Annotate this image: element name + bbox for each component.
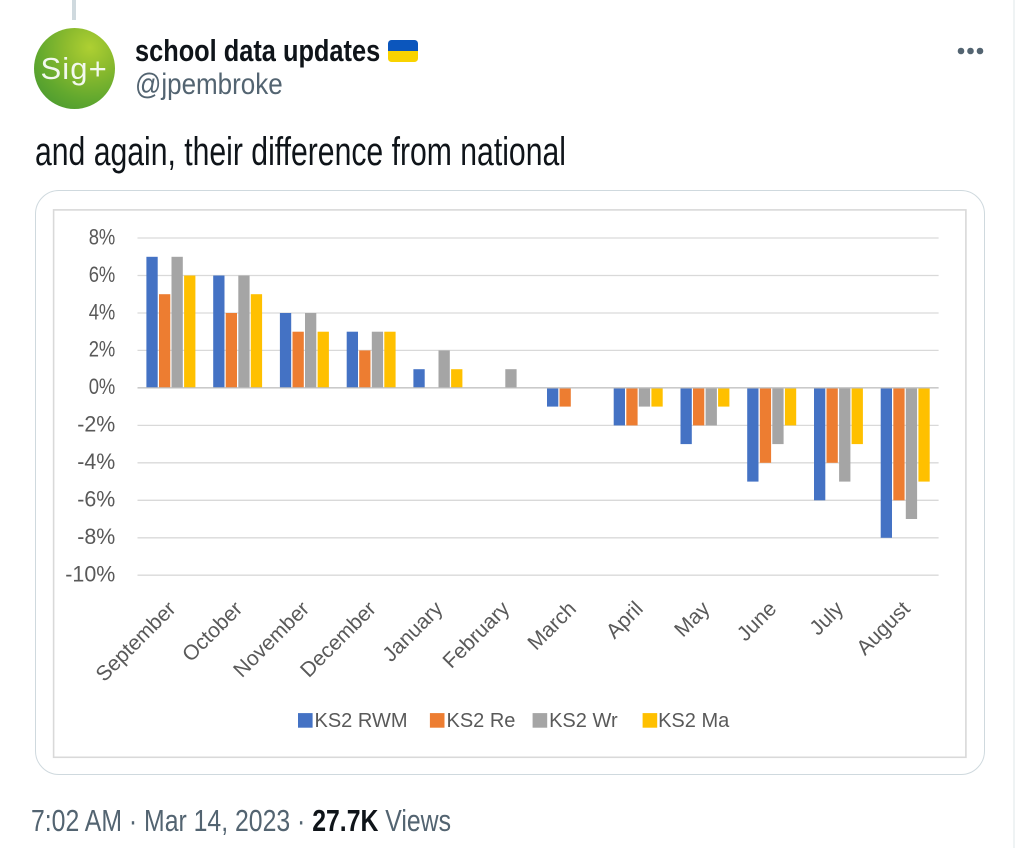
svg-text:4%: 4%	[88, 299, 115, 324]
svg-text:-4%: -4%	[77, 449, 115, 474]
svg-text:-2%: -2%	[77, 412, 115, 437]
svg-text:-10%: -10%	[65, 562, 115, 587]
svg-text:8%: 8%	[88, 224, 115, 249]
svg-text:0%: 0%	[88, 374, 115, 399]
svg-text:KS2 RWM: KS2 RWM	[314, 710, 407, 732]
svg-text:-8%: -8%	[77, 524, 115, 549]
svg-text:-6%: -6%	[77, 487, 115, 512]
svg-text:6%: 6%	[88, 262, 115, 287]
svg-text:KS2 Re: KS2 Re	[446, 710, 515, 732]
svg-text:KS2 Wr: KS2 Wr	[549, 710, 618, 732]
svg-text:KS2 Ma: KS2 Ma	[658, 710, 730, 732]
svg-text:2%: 2%	[88, 337, 115, 362]
